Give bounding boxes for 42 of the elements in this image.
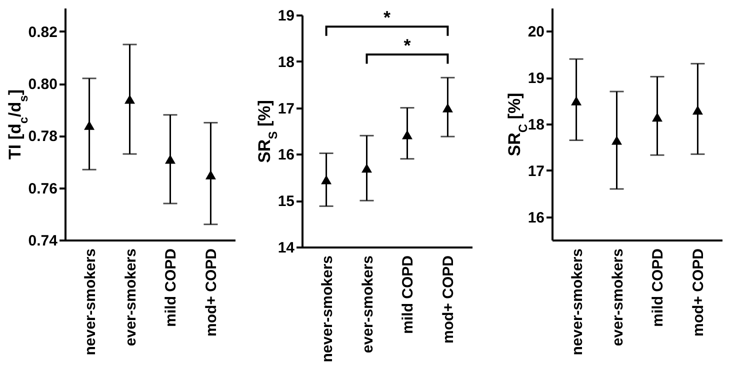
point: [164, 154, 176, 164]
point: [652, 112, 662, 122]
x-tick-label: mild COPD: [650, 248, 667, 327]
y-tick-label: 18: [528, 116, 544, 134]
annotation: *: [404, 35, 411, 56]
point: [402, 130, 412, 140]
point: [124, 94, 136, 104]
x-tick-label: never-smokers: [568, 248, 586, 356]
y-tick-label: 16: [528, 209, 544, 226]
x-tick-label: mild COPD: [400, 255, 417, 334]
y-tick-label: 0.76: [28, 180, 58, 198]
x-tick-label: mod+ COPD: [440, 255, 458, 344]
y-tick-label: 19: [278, 8, 294, 24]
x-tick-label: ever-smokers: [122, 248, 140, 346]
annotation: *: [383, 8, 391, 28]
x-tick-label: ever-smokers: [609, 248, 626, 346]
point: [612, 136, 622, 145]
y-tick-label: 0.80: [28, 76, 58, 94]
y-tick-label: 0.82: [28, 24, 58, 41]
x-tick-label: ever-smokers: [359, 256, 376, 354]
y-tick-label: 17: [278, 100, 294, 118]
x-tick-label: never-smokers: [82, 248, 99, 356]
point: [362, 164, 372, 173]
x-tick-label: mod+ COPD: [203, 248, 220, 336]
y-tick-label: 17: [528, 162, 544, 180]
point: [571, 96, 582, 106]
x-tick-label: mod+ COPD: [690, 248, 708, 336]
x-tick-label: mild COPD: [162, 248, 180, 327]
point: [84, 120, 95, 130]
point: [205, 170, 216, 180]
point: [442, 103, 453, 112]
x-tick-label: never-smokers: [318, 256, 336, 362]
y-tick-label: 16: [278, 146, 294, 164]
y-tick-label: 14: [278, 240, 296, 256]
y-tick-label: 19: [528, 70, 544, 88]
point: [692, 106, 703, 115]
y-tick-label: 20: [528, 24, 544, 41]
y-tick-label: 18: [278, 54, 294, 71]
y-tick-label: 0.78: [28, 128, 58, 146]
point: [321, 175, 332, 184]
y-tick-label: 15: [278, 193, 294, 210]
y-tick-label: 0.74: [28, 232, 58, 250]
